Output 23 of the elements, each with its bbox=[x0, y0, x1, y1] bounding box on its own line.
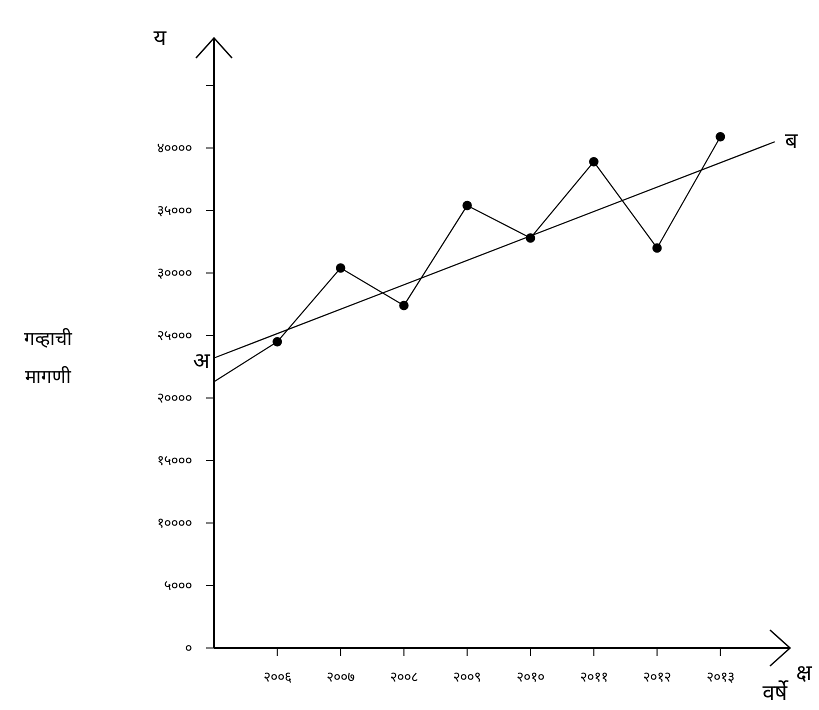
y-tick-label: १५००० bbox=[156, 452, 192, 469]
x-tick-label: २००८ bbox=[390, 669, 418, 686]
y-tick-label: ३०००० bbox=[156, 265, 192, 282]
x-tick-label: २०१३ bbox=[706, 669, 734, 686]
y-tick-label: ० bbox=[184, 640, 192, 656]
text: य bbox=[154, 26, 168, 51]
y-tick-label: ४०००० bbox=[156, 140, 192, 156]
y-tick-label: ५००० bbox=[164, 578, 192, 594]
x-axis-title: वर्षे bbox=[762, 680, 790, 706]
text: क्ष bbox=[796, 661, 813, 686]
annotation: ब bbox=[784, 128, 798, 154]
x-tick-label: २०१० bbox=[516, 669, 544, 686]
x-tick-label: २०१२ bbox=[643, 669, 672, 686]
y-tick-label: ३५००० bbox=[156, 202, 192, 219]
x-tick-label: २००७ bbox=[326, 669, 355, 686]
annotation: अ bbox=[193, 349, 211, 374]
y-tick-label: १०००० bbox=[156, 515, 192, 532]
y-tick-label: २५००० bbox=[156, 328, 192, 344]
x-tick-label: २०११ bbox=[580, 669, 608, 686]
x-tick-label: २००९ bbox=[453, 669, 482, 686]
y-tick-label: २०००० bbox=[156, 390, 192, 406]
y-axis-title: गव्हाची मागणी bbox=[24, 327, 73, 388]
x-tick-label: २००६ bbox=[263, 669, 292, 686]
